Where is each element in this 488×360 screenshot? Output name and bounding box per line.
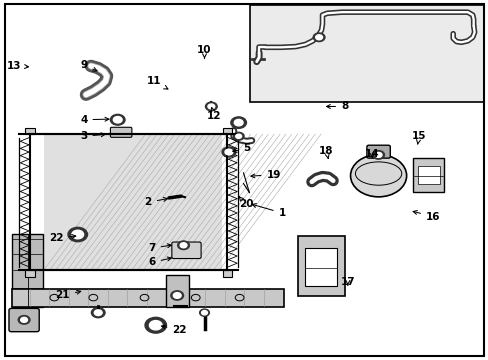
Circle shape: [20, 318, 27, 322]
Circle shape: [68, 227, 87, 242]
FancyBboxPatch shape: [412, 158, 444, 192]
Text: 13: 13: [7, 61, 28, 71]
Text: 22: 22: [161, 325, 186, 335]
Text: 14: 14: [364, 149, 379, 159]
FancyBboxPatch shape: [110, 127, 132, 137]
Bar: [222, 128, 232, 134]
Circle shape: [201, 311, 207, 315]
FancyBboxPatch shape: [171, 242, 201, 258]
Circle shape: [235, 134, 241, 138]
Circle shape: [205, 102, 217, 111]
Bar: [25, 270, 35, 277]
Ellipse shape: [350, 154, 406, 197]
Circle shape: [113, 117, 122, 123]
Text: 3: 3: [80, 131, 105, 141]
Text: 2: 2: [144, 197, 167, 207]
Circle shape: [374, 152, 381, 157]
Circle shape: [173, 293, 181, 298]
Bar: [25, 128, 35, 134]
Circle shape: [315, 35, 322, 40]
Circle shape: [180, 243, 186, 248]
Bar: [43, 134, 221, 270]
Text: 11: 11: [147, 76, 167, 89]
Circle shape: [145, 318, 166, 333]
Circle shape: [177, 241, 189, 249]
Circle shape: [149, 320, 162, 330]
Circle shape: [110, 114, 125, 125]
Circle shape: [233, 132, 244, 140]
Text: 5: 5: [232, 143, 250, 153]
Circle shape: [18, 316, 30, 324]
Bar: [222, 270, 232, 277]
FancyBboxPatch shape: [12, 289, 284, 307]
Text: 15: 15: [411, 131, 426, 144]
FancyBboxPatch shape: [165, 275, 189, 307]
FancyBboxPatch shape: [12, 234, 42, 307]
Text: 21: 21: [55, 290, 81, 301]
Circle shape: [313, 33, 325, 41]
Circle shape: [91, 308, 105, 318]
Text: 7: 7: [148, 243, 171, 253]
Circle shape: [372, 150, 384, 159]
Text: 22: 22: [49, 233, 76, 243]
Circle shape: [199, 309, 209, 316]
Circle shape: [222, 147, 235, 157]
FancyBboxPatch shape: [366, 145, 389, 158]
Bar: [250, 5, 484, 102]
Text: 19: 19: [250, 170, 280, 180]
Text: 20: 20: [238, 197, 253, 210]
Text: 10: 10: [197, 45, 211, 58]
FancyBboxPatch shape: [9, 309, 39, 332]
Text: 12: 12: [206, 108, 221, 121]
Circle shape: [94, 310, 102, 316]
Circle shape: [230, 117, 246, 129]
Bar: [417, 166, 439, 184]
Text: 9: 9: [80, 60, 97, 71]
Text: 1: 1: [252, 204, 285, 218]
Text: 16: 16: [412, 211, 440, 221]
FancyBboxPatch shape: [298, 235, 344, 296]
Circle shape: [170, 291, 183, 300]
Circle shape: [224, 149, 232, 155]
Text: 4: 4: [80, 115, 109, 125]
Text: 18: 18: [319, 145, 333, 158]
Circle shape: [207, 104, 214, 109]
Text: 8: 8: [326, 102, 347, 112]
Text: 17: 17: [340, 277, 354, 287]
Text: 6: 6: [148, 257, 171, 267]
Bar: [30, 134, 227, 270]
Bar: [305, 248, 336, 286]
Circle shape: [234, 120, 243, 126]
Circle shape: [72, 230, 83, 239]
